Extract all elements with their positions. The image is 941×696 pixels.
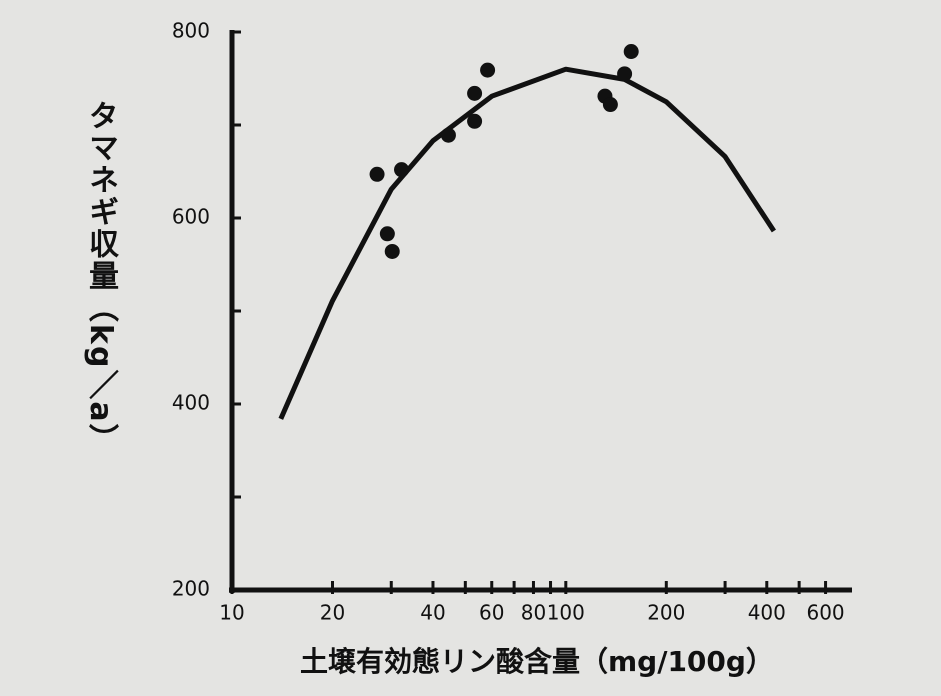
x-tick-label: 80 <box>521 601 546 625</box>
y-tick-label: 600 <box>172 205 210 229</box>
fit-curve <box>278 66 776 420</box>
x-tick-label: 400 <box>748 601 786 625</box>
point <box>384 243 400 259</box>
point <box>440 127 456 143</box>
y-tick-label: 400 <box>172 391 210 415</box>
y-tick-label: 800 <box>172 19 210 43</box>
point <box>602 97 618 113</box>
point <box>467 113 483 129</box>
x-tick-label: 60 <box>479 601 504 625</box>
x-tick-label: 40 <box>420 601 445 625</box>
x-axis-label: 土壌有効態リン酸含量（mg/100g） <box>300 645 774 678</box>
x-tick-label: 600 <box>806 601 844 625</box>
y-axis-label: タマネギ収量（kg／a） <box>83 100 118 456</box>
point <box>369 166 385 182</box>
point <box>617 66 633 82</box>
point <box>480 62 496 78</box>
point <box>379 226 395 242</box>
point <box>394 162 410 178</box>
x-tick-label: 20 <box>320 601 345 625</box>
x-tick-label: 10 <box>219 601 244 625</box>
y-tick-label: 200 <box>172 577 210 601</box>
x-tick-label: 100 <box>547 601 585 625</box>
x-tick-label: 200 <box>647 601 685 625</box>
point <box>623 44 639 60</box>
point <box>467 85 483 101</box>
